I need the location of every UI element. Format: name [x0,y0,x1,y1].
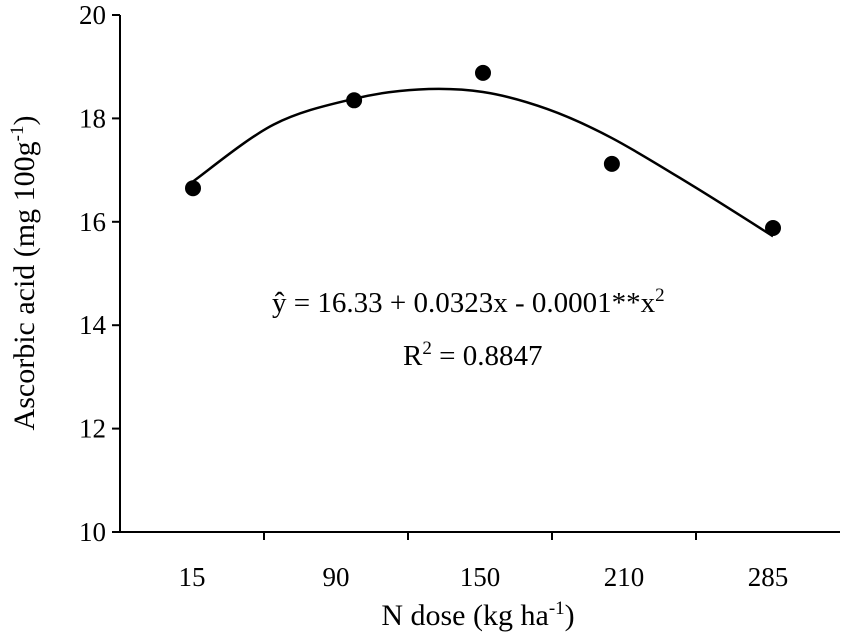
x-tick-label: 285 [748,562,789,592]
y-tick-label: 20 [79,0,106,30]
data-point [346,92,363,109]
data-point [603,155,620,172]
data-point [475,64,491,81]
y-ticks: 10 12 14 16 18 20 [79,0,120,547]
data-point [185,180,201,197]
y-tick-label: 12 [79,414,106,444]
y-axis-label: Ascorbic acid (mg 100g-1) [7,116,41,431]
data-points [185,64,781,237]
x-axis-label: N dose (kg ha-1) [381,598,574,632]
x-tick-label: 150 [460,562,501,592]
r-squared-label: R2 = 0.8847 [403,338,542,372]
data-point [765,220,781,237]
y-tick-label: 18 [79,103,106,133]
y-tick-label: 16 [79,207,106,237]
x-tick-label: 210 [604,562,645,592]
x-ticks: 15 90 150 210 285 [179,532,789,592]
x-tick-label: 15 [179,562,206,592]
equation-label: ŷ = 16.33 + 0.0323x - 0.0001**x2 [272,285,665,319]
trendline-curve [192,87,774,238]
axes [119,15,840,533]
y-tick-label: 10 [79,517,106,547]
x-tick-label: 90 [323,562,350,592]
y-tick-label: 14 [79,310,107,340]
